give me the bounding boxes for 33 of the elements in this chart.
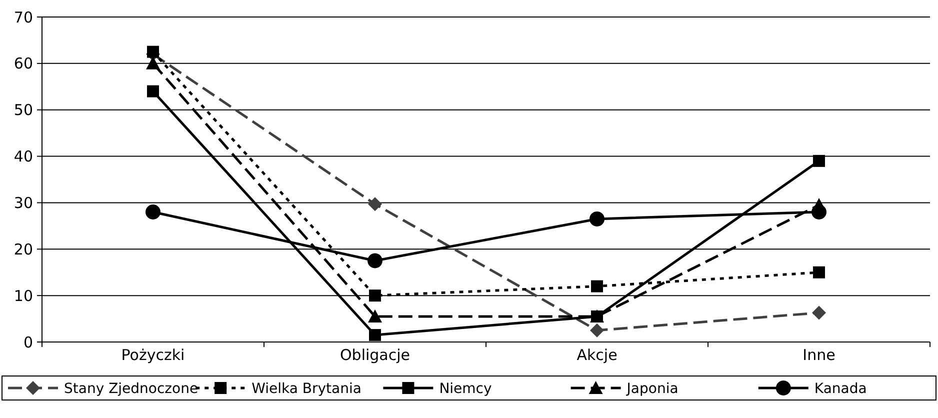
point	[590, 323, 604, 338]
point	[368, 197, 382, 212]
legend-label: Kanada	[814, 380, 867, 397]
y-tick-label: 60	[14, 54, 33, 73]
point	[369, 329, 381, 342]
point	[812, 306, 826, 320]
x-tick-label: Pożyczki	[121, 346, 185, 364]
legend-label: Japonia	[626, 380, 678, 397]
point	[368, 309, 382, 322]
point	[368, 253, 382, 268]
y-tick-label: 30	[14, 194, 33, 212]
y-tick-label: 20	[14, 240, 33, 258]
point	[369, 290, 381, 302]
point	[812, 204, 826, 220]
point	[591, 280, 603, 292]
point	[590, 211, 604, 226]
x-tick-label: Akcje	[576, 346, 618, 364]
point	[146, 56, 160, 70]
y-tick-label: 50	[14, 101, 33, 120]
legend-label: Wielka Brytania	[252, 380, 362, 397]
legend-label: Niemcy	[439, 380, 492, 397]
y-tick-label: 10	[14, 286, 33, 305]
point	[146, 204, 160, 220]
point	[147, 85, 159, 98]
point	[147, 46, 159, 58]
x-tick-label: Obligacje	[340, 346, 410, 364]
point	[813, 266, 825, 278]
x-tick-label: Inne	[802, 346, 836, 364]
y-tick-label: 70	[14, 8, 33, 26]
y-tick-label: 0	[23, 333, 33, 352]
point	[813, 154, 825, 167]
y-tick-label: 40	[14, 148, 33, 166]
legend-label: Stany Zjednoczone	[64, 380, 198, 397]
